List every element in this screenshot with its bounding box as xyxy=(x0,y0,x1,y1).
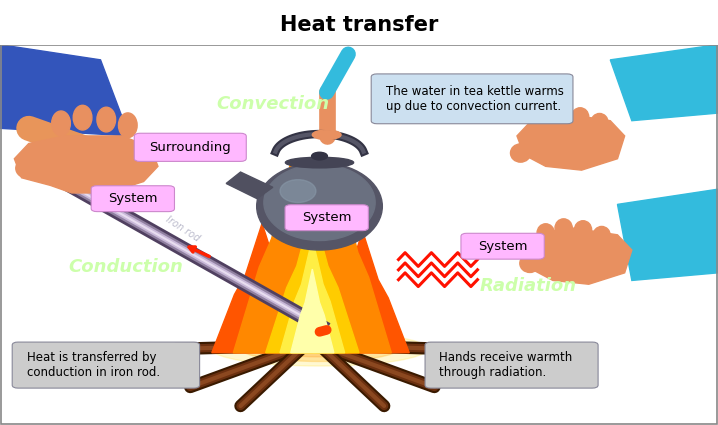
Polygon shape xyxy=(524,227,632,284)
Polygon shape xyxy=(0,45,129,136)
Ellipse shape xyxy=(593,227,610,245)
Ellipse shape xyxy=(312,130,341,139)
Text: Heat is transferred by
conduction in iron rod.: Heat is transferred by conduction in iro… xyxy=(27,351,159,379)
FancyBboxPatch shape xyxy=(371,74,573,124)
Ellipse shape xyxy=(264,164,375,241)
Text: Surrounding: Surrounding xyxy=(149,141,231,154)
Text: Convection: Convection xyxy=(216,95,330,113)
Ellipse shape xyxy=(280,180,316,202)
Text: Radiation: Radiation xyxy=(479,277,577,295)
Ellipse shape xyxy=(551,106,569,124)
Polygon shape xyxy=(233,162,348,353)
Text: Hands receive warmth
through radiation.: Hands receive warmth through radiation. xyxy=(439,351,573,379)
FancyBboxPatch shape xyxy=(134,133,246,162)
Polygon shape xyxy=(316,231,409,353)
Ellipse shape xyxy=(520,254,540,272)
Ellipse shape xyxy=(533,112,551,130)
Polygon shape xyxy=(517,113,625,170)
Ellipse shape xyxy=(73,105,92,130)
FancyBboxPatch shape xyxy=(461,233,544,259)
Ellipse shape xyxy=(97,107,116,132)
Ellipse shape xyxy=(537,224,554,242)
Polygon shape xyxy=(212,224,312,353)
FancyBboxPatch shape xyxy=(12,342,200,388)
Polygon shape xyxy=(280,238,345,353)
Polygon shape xyxy=(14,136,158,193)
Ellipse shape xyxy=(312,152,327,160)
Ellipse shape xyxy=(555,219,572,237)
FancyBboxPatch shape xyxy=(91,186,174,212)
Ellipse shape xyxy=(212,332,427,366)
Ellipse shape xyxy=(16,159,39,178)
Polygon shape xyxy=(291,185,391,353)
Text: Heat transfer: Heat transfer xyxy=(280,14,438,34)
Polygon shape xyxy=(617,189,718,280)
Text: Iron rod: Iron rod xyxy=(164,215,202,244)
Ellipse shape xyxy=(510,144,531,162)
Text: System: System xyxy=(108,192,157,205)
Polygon shape xyxy=(226,172,273,198)
Ellipse shape xyxy=(256,162,382,250)
Ellipse shape xyxy=(572,108,589,126)
Text: System: System xyxy=(478,240,527,253)
Ellipse shape xyxy=(118,113,137,138)
FancyBboxPatch shape xyxy=(425,342,598,388)
Ellipse shape xyxy=(269,341,370,357)
Text: Conduction: Conduction xyxy=(68,258,183,276)
Polygon shape xyxy=(291,269,334,353)
Text: System: System xyxy=(302,211,351,224)
Ellipse shape xyxy=(574,221,592,239)
Ellipse shape xyxy=(285,157,353,168)
Text: The water in tea kettle warms
up due to convection current.: The water in tea kettle warms up due to … xyxy=(386,85,564,113)
Ellipse shape xyxy=(241,336,398,362)
Ellipse shape xyxy=(591,113,608,132)
Polygon shape xyxy=(610,45,718,121)
Polygon shape xyxy=(266,208,359,353)
Ellipse shape xyxy=(52,111,70,136)
Polygon shape xyxy=(233,178,391,353)
FancyBboxPatch shape xyxy=(285,205,368,231)
